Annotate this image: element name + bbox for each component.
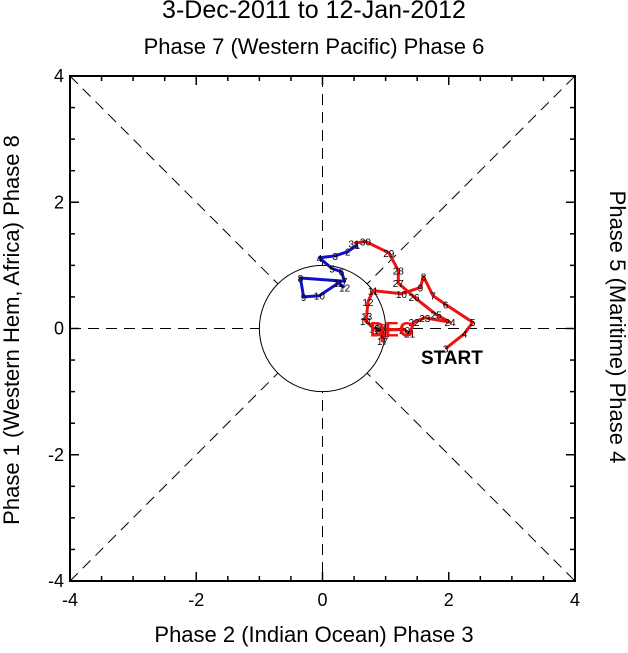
day-label: 30 — [360, 237, 372, 248]
y-tick-label: 4 — [54, 66, 64, 86]
day-label: 12 — [339, 283, 351, 294]
day-label: 3 — [443, 345, 449, 356]
day-label: 27 — [393, 279, 405, 290]
top-axis-label: Phase 7 (Western Pacific) Phase 6 — [143, 34, 485, 59]
day-label: 3 — [332, 252, 338, 263]
day-label: 19 — [374, 326, 386, 337]
series-line-january — [298, 243, 359, 299]
day-label: 11 — [333, 279, 344, 290]
day-label: 28 — [393, 266, 405, 277]
day-label: 9 — [301, 293, 307, 304]
day-label: 5 — [470, 318, 476, 329]
day-label: 21 — [404, 330, 416, 341]
start-annotation: START — [421, 348, 483, 369]
diagonal-divider — [69, 75, 576, 582]
month-annotation: DEC — [370, 319, 414, 342]
y-tick-label: 0 — [54, 319, 64, 339]
x-tick-label: 2 — [444, 590, 454, 610]
day-label: 14 — [360, 317, 372, 328]
day-label: 15 — [369, 325, 381, 336]
day-label: 11 — [368, 287, 379, 298]
day-label: 7 — [430, 292, 436, 303]
day-label: 22 — [408, 318, 420, 329]
day-label: 5 — [329, 265, 335, 276]
day-label: 9 — [418, 283, 424, 294]
y-tick-label: 2 — [54, 192, 64, 212]
y-tick-label: -2 — [48, 445, 64, 465]
x-tick-label: -2 — [188, 590, 204, 610]
day-label: 8 — [421, 273, 427, 284]
bottom-axis-label: Phase 2 (Indian Ocean) Phase 3 — [154, 622, 474, 647]
day-label: 31 — [349, 239, 361, 250]
day-label: 8 — [298, 274, 304, 285]
x-tick-label: 4 — [570, 590, 580, 610]
x-tick-label: 0 — [317, 590, 327, 610]
x-tick-label: -4 — [62, 590, 78, 610]
day-label: 23 — [419, 314, 431, 325]
chart-title: 3-Dec-2011 to 12-Jan-2012 — [162, 0, 466, 24]
day-label: 13 — [361, 312, 373, 323]
day-label: 4 — [317, 254, 323, 265]
day-label: 16 — [379, 330, 391, 341]
day-label: 10 — [314, 292, 326, 303]
day-label: 6 — [339, 268, 345, 279]
day-label: 18 — [375, 323, 387, 334]
day-label: 26 — [408, 293, 420, 304]
day-label: 29 — [383, 249, 395, 260]
day-label: 17 — [377, 337, 389, 348]
series-line-december — [353, 239, 475, 350]
day-label: 25 — [431, 311, 443, 322]
day-label: 6 — [443, 301, 449, 312]
day-label: 1 — [354, 241, 360, 252]
day-label: 10 — [396, 290, 408, 301]
day-label: 7 — [342, 277, 348, 288]
day-label: 24 — [444, 318, 456, 329]
day-label: 20 — [399, 326, 411, 337]
unit-circle — [258, 264, 387, 393]
day-label: 12 — [362, 298, 374, 309]
day-label: 2 — [345, 247, 351, 258]
day-label: 4 — [462, 330, 468, 341]
diagonal-divider — [69, 75, 576, 582]
y-tick-label: -4 — [48, 571, 64, 591]
